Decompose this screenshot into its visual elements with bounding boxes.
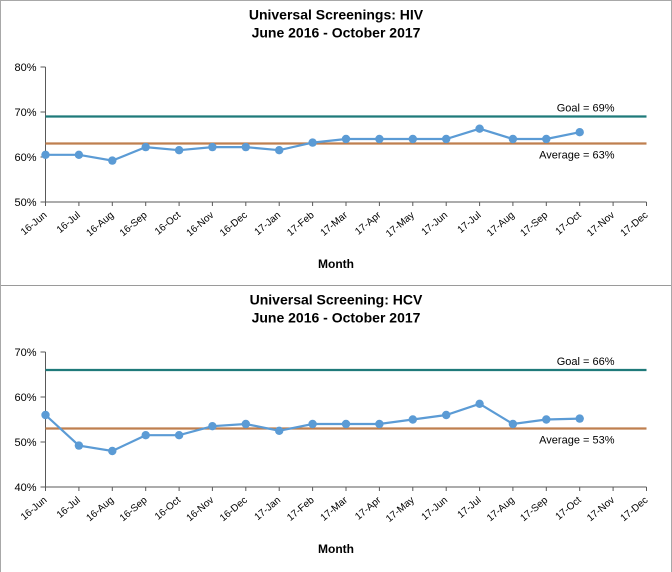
svg-text:17-Sep: 17-Sep [518,495,550,524]
svg-text:17-Jun: 17-Jun [420,210,450,238]
svg-text:17-Dec: 17-Dec [619,495,651,524]
svg-text:17-Sep: 17-Sep [518,210,550,239]
svg-text:Goal = 69%: Goal = 69% [557,103,615,115]
svg-text:17-Apr: 17-Apr [353,209,384,237]
svg-text:17-Dec: 17-Dec [619,210,651,239]
svg-text:16-Jun: 16-Jun [19,495,49,523]
svg-text:16-Jul: 16-Jul [55,210,83,236]
svg-text:17-May: 17-May [384,495,417,525]
svg-text:17-Feb: 17-Feb [285,495,317,524]
svg-text:17-Feb: 17-Feb [285,210,317,239]
svg-text:17-Oct: 17-Oct [554,495,584,523]
svg-text:16-Jul: 16-Jul [55,495,83,521]
svg-text:80%: 80% [14,62,36,74]
svg-text:50%: 50% [14,197,36,209]
svg-text:16-Nov: 16-Nov [185,495,217,524]
svg-text:Month: Month [318,542,354,556]
svg-text:17-Mar: 17-Mar [319,494,351,523]
svg-text:Universal Screenings: HIV: Universal Screenings: HIV [249,7,424,23]
svg-text:17-Nov: 17-Nov [585,210,617,239]
svg-text:17-Jul: 17-Jul [456,495,484,521]
svg-text:17-Oct: 17-Oct [554,210,584,238]
svg-text:50%: 50% [14,437,36,449]
svg-text:70%: 70% [14,347,36,359]
svg-text:Universal Screening: HCV: Universal Screening: HCV [250,292,423,308]
svg-text:17-Jul: 17-Jul [456,210,484,236]
svg-text:17-Apr: 17-Apr [353,494,384,522]
svg-text:16-Dec: 16-Dec [218,495,250,524]
svg-text:Average = 53%: Average = 53% [539,435,615,447]
svg-text:17-Jun: 17-Jun [420,495,450,523]
svg-text:17-Nov: 17-Nov [585,495,617,524]
svg-text:16-Aug: 16-Aug [84,210,116,239]
svg-text:Average = 63%: Average = 63% [539,150,615,162]
svg-text:17-Jan: 17-Jan [253,495,283,523]
svg-text:June 2016 - October 2017: June 2016 - October 2017 [252,25,421,41]
svg-text:60%: 60% [14,392,36,404]
svg-text:Month: Month [318,257,354,271]
svg-text:17-Mar: 17-Mar [319,209,351,238]
svg-text:17-Jan: 17-Jan [253,210,283,238]
svg-text:17-Aug: 17-Aug [485,210,517,239]
svg-text:17-Aug: 17-Aug [485,495,517,524]
svg-text:60%: 60% [14,152,36,164]
svg-text:70%: 70% [14,107,36,119]
svg-text:16-Aug: 16-Aug [84,495,116,524]
svg-text:16-Jun: 16-Jun [19,210,49,238]
svg-text:17-May: 17-May [384,210,417,240]
svg-text:16-Oct: 16-Oct [153,210,183,238]
svg-text:16-Sep: 16-Sep [118,210,150,239]
svg-text:16-Oct: 16-Oct [153,495,183,523]
svg-text:June 2016 - October 2017: June 2016 - October 2017 [252,310,421,326]
svg-text:16-Dec: 16-Dec [218,210,250,239]
svg-text:Goal = 66%: Goal = 66% [557,356,615,368]
svg-text:16-Sep: 16-Sep [118,495,150,524]
svg-text:40%: 40% [14,482,36,494]
svg-text:16-Nov: 16-Nov [185,210,217,239]
